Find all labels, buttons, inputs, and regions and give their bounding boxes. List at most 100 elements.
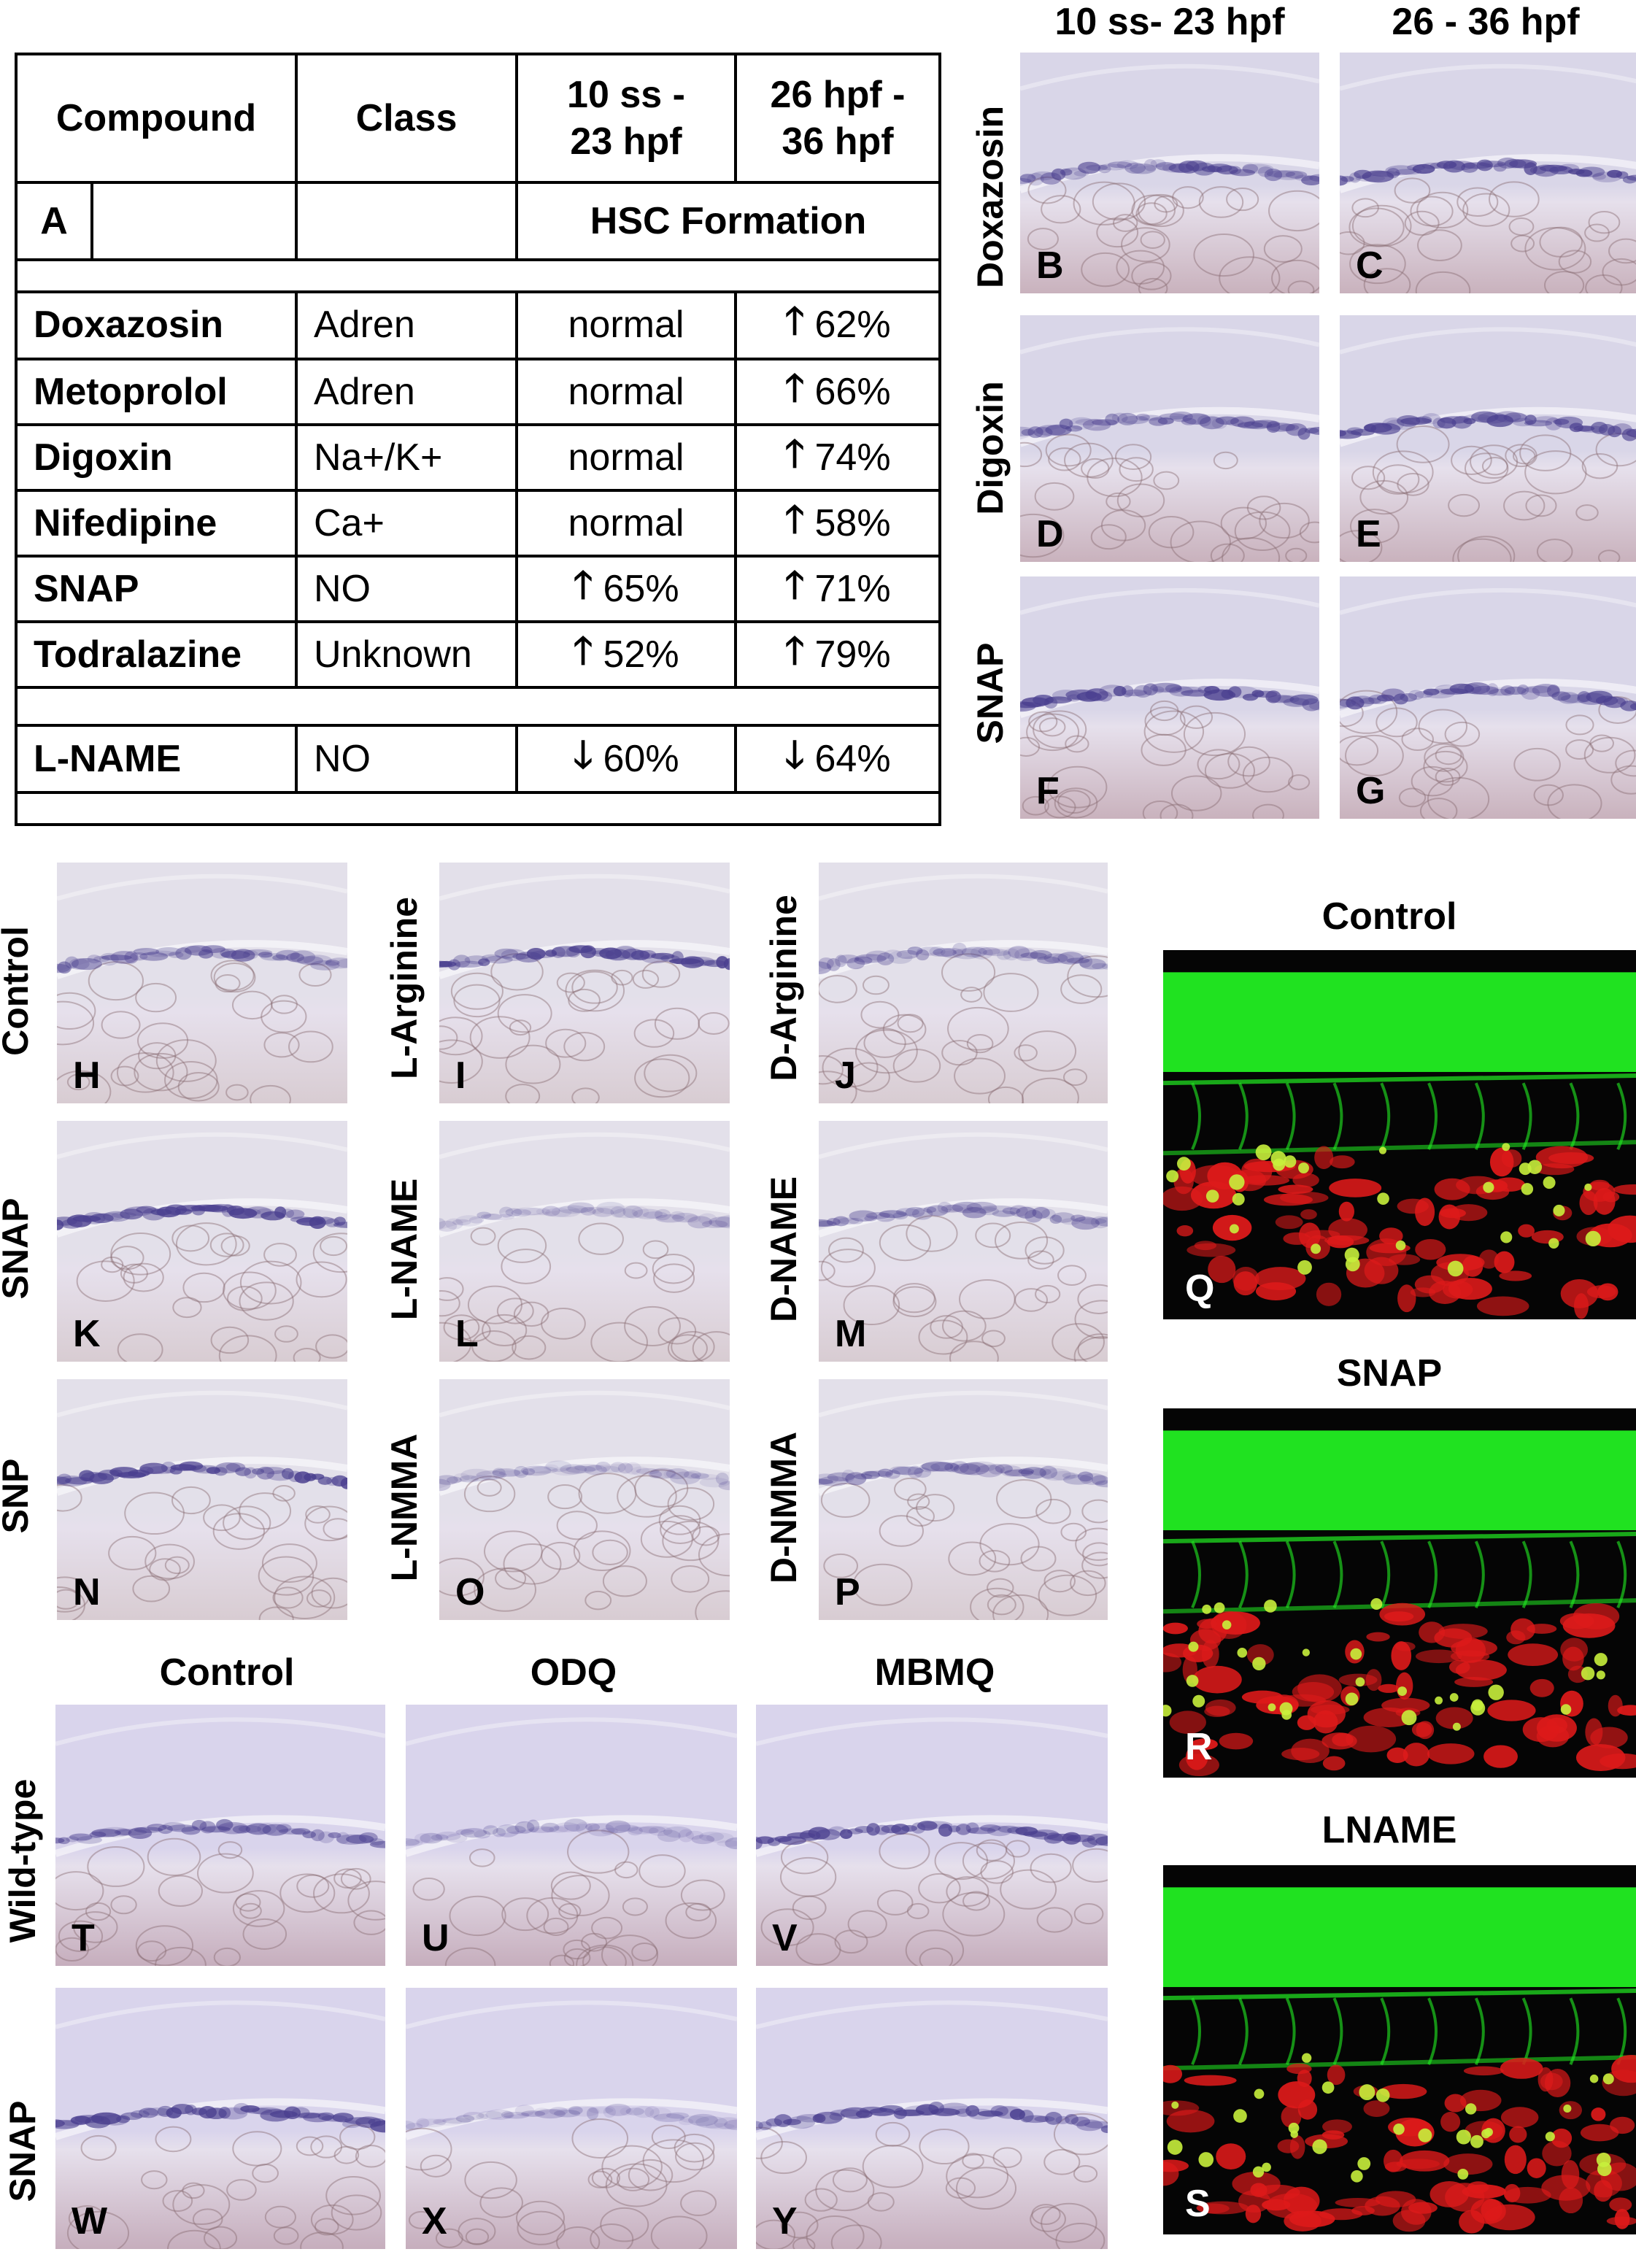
header-compound: Compound [55, 97, 257, 139]
compound-class: Adren [314, 304, 415, 346]
row-label-d-nmma: D-NMMA [763, 1431, 804, 1584]
panel-letter: R [1185, 1726, 1213, 1768]
panel-f-image [1020, 576, 1319, 819]
panel-d-image [1020, 315, 1319, 562]
compound-name: Metoprolol [34, 371, 228, 413]
section-title: HSC Formation [590, 200, 867, 242]
row-label-d-arginine: D-Arginine [763, 895, 804, 1081]
panel-i: I [439, 863, 730, 1103]
panel-letter: S [1185, 2183, 1211, 2225]
table-line [515, 53, 518, 260]
row-label-snap-3: SNAP [2, 2100, 43, 2202]
hsc-table: Compound Class 10 ss -23 hpf 26 hpf -36 … [15, 53, 941, 826]
up-arrow-icon: 🡑 [784, 497, 805, 541]
panel-label-a: A [40, 200, 68, 242]
panel-y: Y [756, 1988, 1108, 2249]
table-line [515, 290, 518, 689]
panel-j: J [819, 863, 1108, 1103]
cell-value: 64% [814, 738, 891, 780]
cell-value: normal [568, 436, 684, 479]
table-line [515, 724, 518, 792]
cell-value: 79% [814, 633, 891, 676]
cell-value: 52% [603, 633, 679, 676]
effect-period-1: 🡑 65% [518, 558, 734, 620]
panel-letter: D [1036, 513, 1064, 555]
fluor-title-lname: LNAME [1321, 1809, 1457, 1851]
panel-letter: J [835, 1054, 856, 1097]
panel-v: V [756, 1705, 1108, 1966]
panel-r-image [1163, 1408, 1636, 1778]
header-period-2-line2: 36 hpf [782, 120, 894, 163]
cell-value: normal [568, 304, 684, 346]
panel-letter: H [73, 1054, 101, 1097]
table-line [15, 489, 941, 492]
table-line [15, 358, 941, 360]
panel-letter: Q [1185, 1268, 1215, 1310]
row-label-snap-2: SNAP [0, 1197, 36, 1300]
panel-w-image [55, 1988, 385, 2249]
panel-h: H [57, 863, 347, 1103]
row-label-wild-type: Wild-type [2, 1778, 43, 1943]
compound-class: Ca+ [314, 502, 385, 544]
effect-period-2: 🡑 62% [737, 293, 938, 356]
compound-name: Todralazine [34, 633, 242, 676]
cell-value: 71% [814, 568, 891, 610]
table-line [15, 686, 941, 689]
table-line [295, 53, 298, 260]
panel-n: N [57, 1379, 347, 1620]
panel-k: K [57, 1121, 347, 1362]
compound-name: Nifedipine [34, 502, 217, 544]
table-line [90, 182, 93, 260]
table-line [15, 555, 941, 558]
panel-letter: M [835, 1313, 867, 1355]
panel-letter: O [455, 1571, 485, 1613]
row-label-snp: SNP [0, 1458, 36, 1534]
panel-e-image [1340, 315, 1636, 562]
panel-letter: W [72, 2200, 108, 2242]
panel-q-image [1163, 950, 1636, 1319]
cell-value: 74% [814, 436, 891, 479]
effect-period-1: normal [518, 360, 734, 423]
table-line [15, 181, 941, 184]
cell-value: normal [568, 371, 684, 413]
column-title-control: Control [159, 1651, 295, 1694]
panel-b-image [1020, 53, 1319, 293]
panel-letter: B [1036, 244, 1064, 287]
effect-period-2: 🡑 66% [737, 360, 938, 423]
table-line [295, 290, 298, 689]
panel-letter: T [72, 1917, 95, 1959]
panel-x-image [406, 1988, 737, 2249]
up-arrow-icon: 🡑 [784, 431, 805, 476]
panel-letter: L [455, 1313, 479, 1355]
panel-letter: C [1356, 244, 1384, 287]
panel-o-image [439, 1379, 730, 1620]
panel-i-image [439, 863, 730, 1103]
panel-c-image [1340, 53, 1636, 293]
compound-name: SNAP [34, 568, 139, 610]
panel-p: P [819, 1379, 1108, 1620]
row-label-snap: SNAP [970, 642, 1011, 744]
panel-l: L [439, 1121, 730, 1362]
effect-period-1: normal [518, 426, 734, 489]
row-label-l-nmma: L-NMMA [384, 1433, 425, 1582]
panel-l-image [439, 1121, 730, 1362]
panel-letter: Y [772, 2200, 798, 2242]
panel-p-image [819, 1379, 1108, 1620]
panel-g-image [1340, 576, 1636, 819]
panel-y-image [756, 1988, 1108, 2249]
table-line [15, 290, 941, 293]
panel-letter: V [772, 1917, 798, 1959]
cell-value: 62% [814, 304, 891, 346]
panel-u: U [406, 1705, 737, 1966]
effect-period-1: normal [518, 293, 734, 356]
compound-class: NO [314, 738, 371, 780]
panel-letter: I [455, 1054, 466, 1097]
panel-letter: K [73, 1313, 101, 1355]
header-period-1-line2: 23 hpf [570, 120, 682, 163]
table-line [15, 724, 941, 727]
panel-e: E [1340, 315, 1636, 562]
panel-j-image [819, 863, 1108, 1103]
compound-class: Na+/K+ [314, 436, 443, 479]
panel-m-image [819, 1121, 1108, 1362]
up-arrow-icon: 🡑 [784, 628, 805, 673]
